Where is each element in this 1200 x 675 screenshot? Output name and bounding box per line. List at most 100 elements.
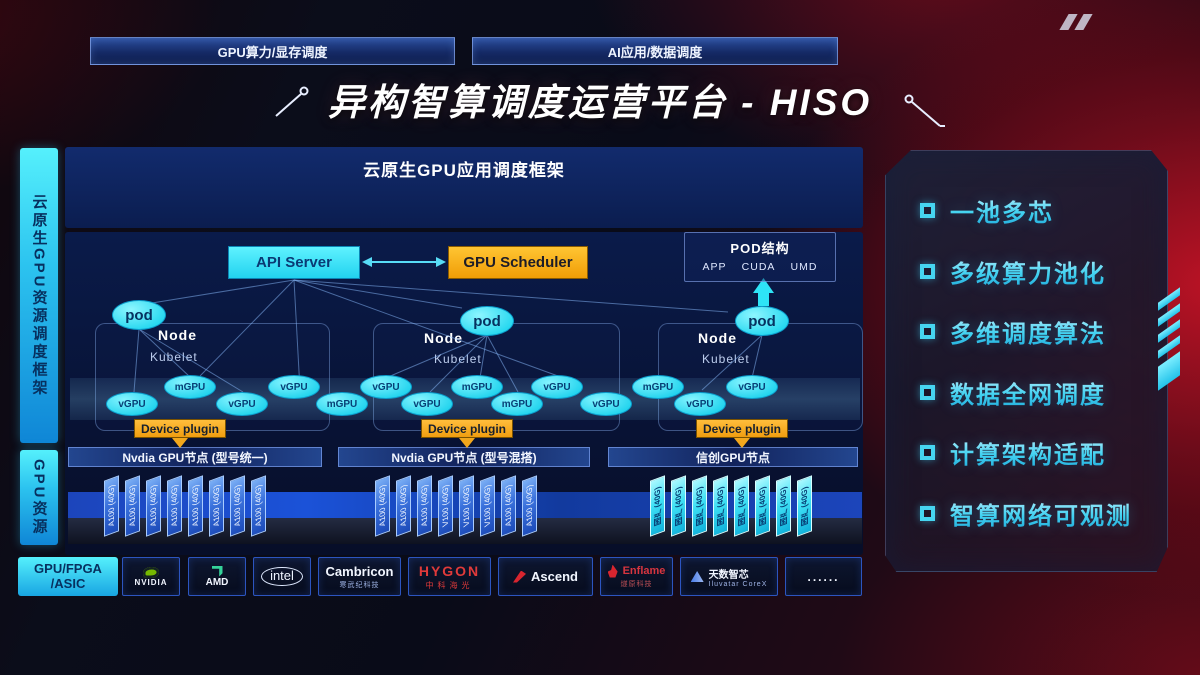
square-bullet-icon [920, 445, 935, 461]
amd-icon [211, 565, 223, 577]
gpu-ellipse: vGPU [726, 375, 778, 399]
gpu-compute-scheduling-bar: GPU算力/显存调度 [90, 37, 455, 65]
title-right-circuit-decor [900, 92, 946, 130]
vendor-hygon: HYGON 中科海光 [408, 557, 491, 596]
gpu-ellipse: mGPU [491, 392, 543, 416]
gpu-card: A100 (40G) [417, 475, 432, 537]
sidebar-chip-types-box: GPU/FPGA /ASIC [18, 557, 118, 596]
enflame-icon [607, 564, 618, 578]
gpu-scheduler-box: GPU Scheduler [448, 246, 588, 279]
node3-label: Node [698, 330, 737, 346]
vendor-ascend: Ascend [498, 557, 593, 596]
pod-layer-umd: UMD [790, 261, 818, 273]
vendor-sublabel: 寒武纪科技 [339, 581, 380, 589]
vendor-sublabel: Iluvatar CoreX [708, 580, 768, 588]
vendor-label: AMD [205, 576, 229, 588]
gpu-card: A100 (40G) [125, 475, 140, 537]
vendor-label: Ascend [531, 569, 578, 584]
vendor-label: NVIDIA [134, 577, 168, 587]
gpu-ellipse: vGPU [216, 392, 268, 416]
node2-kubelet-label: Kubelet [434, 352, 482, 366]
vendor-label: ...... [807, 569, 840, 584]
gpu-card: A100 (40G) [209, 475, 224, 537]
gpu-ellipse: vGPU [106, 392, 158, 416]
device-plugin-3-arrow [734, 438, 750, 448]
vendor-others: ...... [785, 557, 862, 596]
gpu-card: 国产 (40G) [797, 475, 812, 537]
gpu-card: A100 (40G) [146, 475, 161, 537]
vendor-iluvatar: 天数智芯 Iluvatar CoreX [680, 557, 778, 596]
corner-slash-decor [1059, 14, 1094, 35]
chip-label-line1: GPU/FPGA [34, 560, 102, 576]
square-bullet-icon [920, 324, 935, 340]
gpu-card: V100 (40G) [438, 475, 453, 537]
gpu-card: A100 (40G) [251, 475, 266, 537]
gpu-card: V100 (40G) [480, 475, 495, 537]
ascend-icon [513, 570, 527, 583]
gpu-card: A100 (40G) [375, 475, 390, 537]
device-plugin-3: Device plugin [696, 419, 788, 438]
feature-item: 智算网络可观测 [920, 496, 1147, 531]
gpu-card: 国产 (40G) [650, 475, 665, 537]
vendor-label: HYGON [418, 562, 481, 579]
device-plugin-2: Device plugin [421, 419, 513, 438]
gpu-ellipse: vGPU [401, 392, 453, 416]
vendor-nvidia: NVIDIA [122, 557, 180, 596]
pod-layer-app: APP [702, 261, 727, 273]
pod-ellipse-3: pod [735, 306, 789, 336]
gpu-ellipse: mGPU [632, 375, 684, 399]
gpu-ellipse: vGPU [580, 392, 632, 416]
square-bullet-icon [920, 505, 935, 521]
gpu-ellipse: vGPU [360, 375, 412, 399]
feature-panel: 一池多芯 多级算力池化 多维调度算法 数据全网调度 计算架构适配 智算网络可观测 [885, 150, 1168, 572]
gpu-section-header-uniform: Nvdia GPU节点 (型号统一) [68, 447, 322, 467]
sidebar-framework-bar: 云原生GPU资源调度框架 [20, 148, 58, 443]
pod-ellipse-1: pod [112, 300, 166, 330]
node3-kubelet-label: Kubelet [702, 352, 750, 366]
gpu-card: A100 (40G) [167, 475, 182, 537]
gpu-card: A100 (40G) [522, 475, 537, 537]
vendor-sublabel: 中科海光 [425, 580, 474, 590]
gpu-ellipse: vGPU [674, 392, 726, 416]
vendor-cambricon: Cambricon 寒武纪科技 [318, 557, 401, 596]
hazard-stripes-decor [1158, 287, 1180, 391]
gpu-ellipse: vGPU [268, 375, 320, 399]
gpu-card: 国产 (40G) [776, 475, 791, 537]
vendor-intel: intel [253, 557, 311, 596]
feature-item: 多级算力池化 [920, 254, 1147, 289]
iluvatar-icon [690, 571, 704, 582]
gpu-section-header-xinchuang: 信创GPU节点 [608, 447, 858, 467]
title-left-circuit-decor [272, 84, 314, 118]
vendor-label: Enflame [622, 565, 666, 577]
gpu-card: 国产 (40G) [734, 475, 749, 537]
vendor-amd: AMD [188, 557, 246, 596]
device-plugin-1-arrow [172, 438, 188, 448]
intel-logo: intel [261, 567, 303, 586]
gpu-ellipse: mGPU [164, 375, 216, 399]
gpu-ellipse: vGPU [531, 375, 583, 399]
sidebar-gpu-resource-label: GPU资源 [30, 458, 48, 537]
feature-item: 一池多芯 [920, 193, 1147, 228]
gpu-card: 国产 (40G) [692, 475, 707, 537]
vendor-sublabel: 燧原科技 [620, 580, 653, 588]
gpu-card: A100 (40G) [188, 475, 203, 537]
vendor-label: Cambricon [325, 563, 394, 579]
gpu-card: 国产 (40G) [713, 475, 728, 537]
sidebar-framework-label: 云原生GPU资源调度框架 [30, 193, 48, 398]
gpu-ellipse: mGPU [451, 375, 503, 399]
square-bullet-icon [920, 384, 935, 400]
pod-layer-cuda: CUDA [741, 261, 776, 273]
pod-structure-box: POD结构 APP CUDA UMD [684, 232, 836, 282]
gpu-card: 国产 (40G) [671, 475, 686, 537]
feature-item: 数据全网调度 [920, 375, 1147, 410]
nvidia-icon [143, 566, 159, 578]
ai-data-scheduling-bar: AI应用/数据调度 [472, 37, 838, 65]
framework-panel-title: 云原生GPU应用调度框架 [363, 161, 565, 180]
gpu-card: A100 (40G) [396, 475, 411, 537]
api-server-box: API Server [228, 246, 360, 279]
square-bullet-icon [920, 203, 935, 218]
node2-label: Node [424, 330, 463, 346]
gpu-card: A100 (40G) [230, 475, 245, 537]
device-plugin-1: Device plugin [134, 419, 226, 438]
